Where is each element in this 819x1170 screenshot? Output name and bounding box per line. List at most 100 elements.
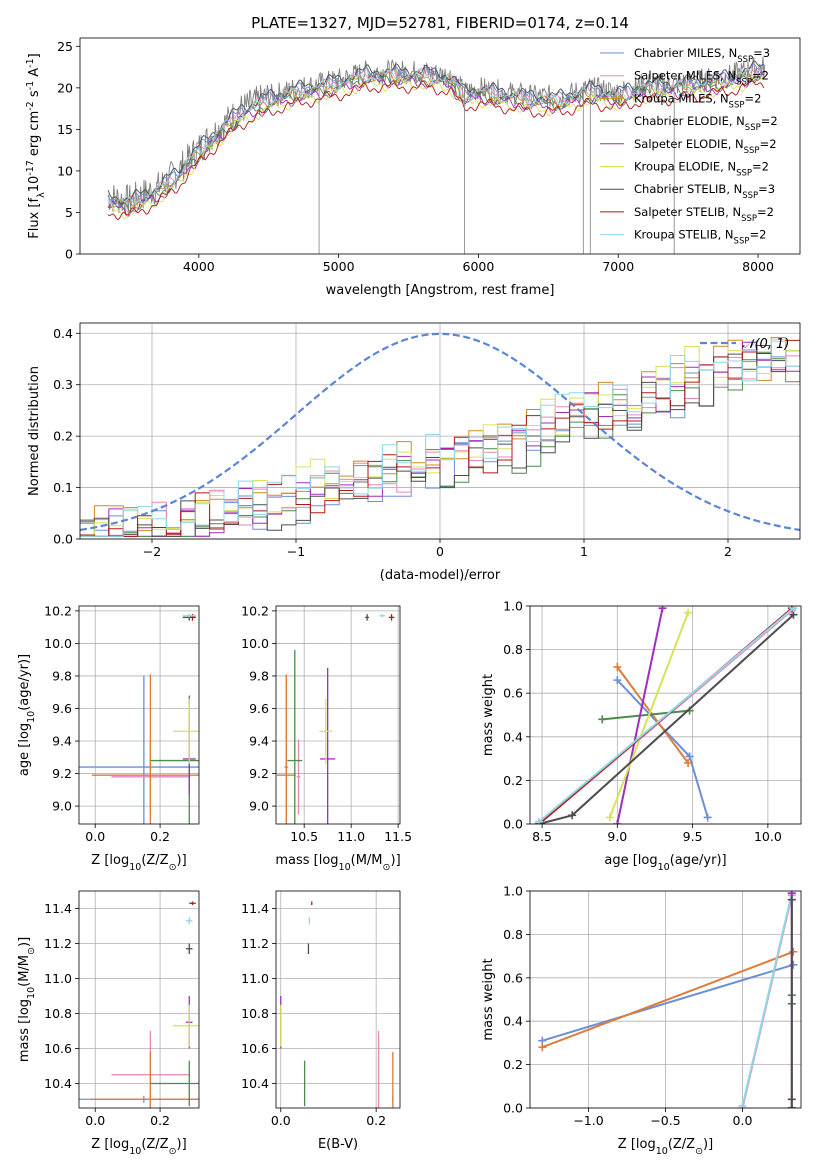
x-tick-label: 0.2 (366, 1113, 386, 1128)
weight-marker (538, 1043, 547, 1052)
legend-entry: Kroupa MILES, NSSP=2 (634, 91, 761, 110)
weight-vs-metallicity-panel: −1.0 −0.5 0.0 0.0 0.2 0.4 0.6 0.8 1.0 mass weight… (481, 884, 802, 1157)
legend-sub: SSP (745, 123, 761, 133)
label-part: (Z/Z (668, 1137, 695, 1152)
legend-entry: Chabrier MILES, NSSP=3 (634, 46, 770, 65)
errorbar-point (91, 1052, 199, 1108)
legend-name: Salpeter STELIB, N (634, 205, 741, 219)
x-tick-label: 6000 (463, 259, 495, 274)
y-tick-label: 10.0 (241, 636, 269, 651)
x-axis-label: (data-model)/error (380, 568, 501, 583)
y-tick-label: 20 (57, 80, 73, 95)
x-tick-label: 5000 (323, 259, 355, 274)
weight-marker (703, 813, 712, 822)
label-part: age [log (17, 723, 32, 776)
y-tick-label: 11.0 (44, 971, 72, 986)
legend-name: Chabrier MILES, N (634, 46, 737, 60)
label-part: )] (177, 853, 187, 868)
weight-line (602, 709, 690, 721)
x-tick-label: 8.5 (532, 829, 552, 844)
y-axis-label: mass [log10(M/M⊙)] (17, 937, 37, 1062)
legend-entry: 𝒩(0, 1) (742, 337, 789, 352)
legend-eq: =2 (749, 228, 766, 242)
y-tick-label: 9.0 (249, 799, 269, 814)
errorbar-point (388, 614, 395, 621)
legend-name: Kroupa ELODIE, N (634, 160, 736, 174)
x-axis-label: Z [log10(Z/Z⊙)] (91, 853, 186, 873)
y-tick-label: 10.4 (44, 1076, 72, 1091)
label-part: A (27, 68, 42, 81)
x-tick-label: 0.2 (150, 1113, 170, 1128)
y-tick-label: 1.0 (503, 599, 523, 614)
weight-line (538, 607, 795, 823)
legend-entry: Kroupa ELODIE, NSSP=2 (634, 160, 769, 179)
label-part: s (27, 90, 42, 101)
y-tick-label: 0.6 (503, 970, 523, 985)
label-part: (M/M (351, 853, 383, 868)
figure-title: PLATE=1327, MJD=52781, FIBERID=0174, z=0… (251, 14, 629, 32)
y-tick-label: 10.8 (44, 1006, 72, 1021)
weight-lines-group (535, 606, 798, 824)
weight-marker (789, 947, 798, 956)
x-tick-label: 0.0 (733, 1113, 753, 1128)
x-tick-label: 4000 (183, 259, 215, 274)
histogram-step (80, 340, 800, 537)
legend-sub: SSP (736, 78, 752, 88)
axes-frame (275, 605, 401, 825)
weight-marker (789, 606, 798, 613)
weight-marker (738, 1101, 747, 1108)
weight-lines-group (538, 891, 798, 1108)
y-tick-label: 9.2 (52, 766, 72, 781)
legend-entry: Chabrier ELODIE, NSSP=2 (634, 114, 778, 133)
legend-entry: Salpeter STELIB, NSSP=2 (634, 205, 774, 224)
y-tick-label: 0.4 (503, 1014, 523, 1029)
age-vs-mass-panel: 10.5 11.0 11.5 9.0 9.2 9.4 9.6 9.8 10.0 10.2 mass … (241, 603, 412, 872)
errorbar-point (296, 739, 301, 815)
weight-line (616, 607, 664, 824)
legend-eq: =2 (752, 69, 769, 83)
model-spectrum-line (107, 60, 764, 205)
legend-eq: =2 (757, 205, 774, 219)
errorbar-point (189, 901, 196, 905)
y-tick-label: 9.2 (249, 766, 269, 781)
y-tick-label: 11.0 (241, 971, 269, 986)
y-tick-label: 0.2 (503, 773, 523, 788)
errorbar-point (365, 614, 369, 621)
histogram-step (80, 339, 800, 537)
label-part: 10 (129, 862, 141, 873)
weight-marker (535, 817, 544, 824)
x-tick-label: 0.0 (85, 1113, 105, 1128)
y-tick-label: 25 (57, 39, 73, 54)
x-tick-label: −1.0 (573, 1113, 603, 1128)
y-tick-label: 10.2 (44, 603, 72, 618)
y-tick-label: 0.2 (53, 429, 73, 444)
label-part: ⊙ (169, 1146, 177, 1157)
axes-frame (529, 605, 802, 825)
x-axis-label: wavelength [Angstrom, rest frame] (326, 283, 555, 298)
legend-eq: =3 (753, 46, 770, 60)
legend-entry: Salpeter ELODIE, NSSP=2 (634, 137, 777, 156)
label-part: mass [log (17, 999, 32, 1062)
weight-marker (613, 676, 622, 685)
label-part: Z [log (618, 1137, 656, 1152)
label-part: mass [log (275, 853, 338, 868)
x-tick-label: 9.0 (607, 829, 627, 844)
residuals-panel: −2 −1 0 1 2 0.0 0.1 0.2 0.3 0.4 𝒩(0, 1) (data-model… (27, 322, 801, 583)
y-tick-label: 1.0 (503, 884, 523, 899)
label-part: 10 (26, 711, 37, 723)
label-part: ⊙ (169, 862, 177, 873)
model-spectrum-line (107, 78, 765, 221)
y-tick-label: 5 (65, 205, 73, 220)
weight-marker (613, 820, 622, 824)
weight-marker (605, 813, 614, 822)
weight-marker (685, 752, 694, 761)
legend-sub: SSP (729, 100, 745, 110)
weight-line (741, 892, 793, 1107)
legend-entry: Chabrier STELIB, NSSP=3 (634, 182, 775, 201)
y-axis-label: mass weight (481, 958, 496, 1040)
legend-name: Kroupa STELIB, N (634, 228, 734, 242)
x-tick-label: −0.5 (650, 1113, 680, 1128)
legend-name: Salpeter ELODIE, N (634, 137, 744, 151)
legend-entry: Salpeter MILES, NSSP=2 (634, 69, 769, 88)
